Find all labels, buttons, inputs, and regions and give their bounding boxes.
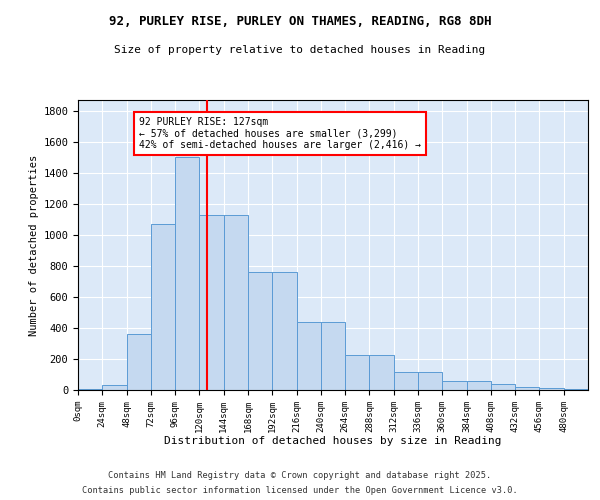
Bar bbox=[296, 322, 321, 390]
Bar bbox=[248, 272, 272, 390]
Bar bbox=[78, 389, 102, 390]
Bar bbox=[394, 372, 418, 390]
Y-axis label: Number of detached properties: Number of detached properties bbox=[29, 154, 39, 336]
Bar bbox=[491, 384, 515, 390]
Bar bbox=[467, 382, 491, 390]
Bar bbox=[515, 387, 539, 390]
Text: Size of property relative to detached houses in Reading: Size of property relative to detached ho… bbox=[115, 45, 485, 55]
Bar bbox=[224, 215, 248, 390]
Bar bbox=[151, 224, 175, 390]
Bar bbox=[345, 355, 370, 390]
X-axis label: Distribution of detached houses by size in Reading: Distribution of detached houses by size … bbox=[164, 436, 502, 446]
Bar bbox=[370, 355, 394, 390]
Text: 92, PURLEY RISE, PURLEY ON THAMES, READING, RG8 8DH: 92, PURLEY RISE, PURLEY ON THAMES, READI… bbox=[109, 15, 491, 28]
Bar bbox=[175, 158, 199, 390]
Bar bbox=[442, 382, 467, 390]
Bar bbox=[539, 388, 564, 390]
Bar bbox=[272, 272, 296, 390]
Text: Contains public sector information licensed under the Open Government Licence v3: Contains public sector information licen… bbox=[82, 486, 518, 495]
Bar bbox=[564, 389, 588, 390]
Bar bbox=[127, 334, 151, 390]
Bar bbox=[321, 322, 345, 390]
Bar bbox=[418, 372, 442, 390]
Text: 92 PURLEY RISE: 127sqm
← 57% of detached houses are smaller (3,299)
42% of semi-: 92 PURLEY RISE: 127sqm ← 57% of detached… bbox=[139, 117, 421, 150]
Bar bbox=[102, 386, 127, 390]
Bar bbox=[199, 215, 224, 390]
Text: Contains HM Land Registry data © Crown copyright and database right 2025.: Contains HM Land Registry data © Crown c… bbox=[109, 471, 491, 480]
